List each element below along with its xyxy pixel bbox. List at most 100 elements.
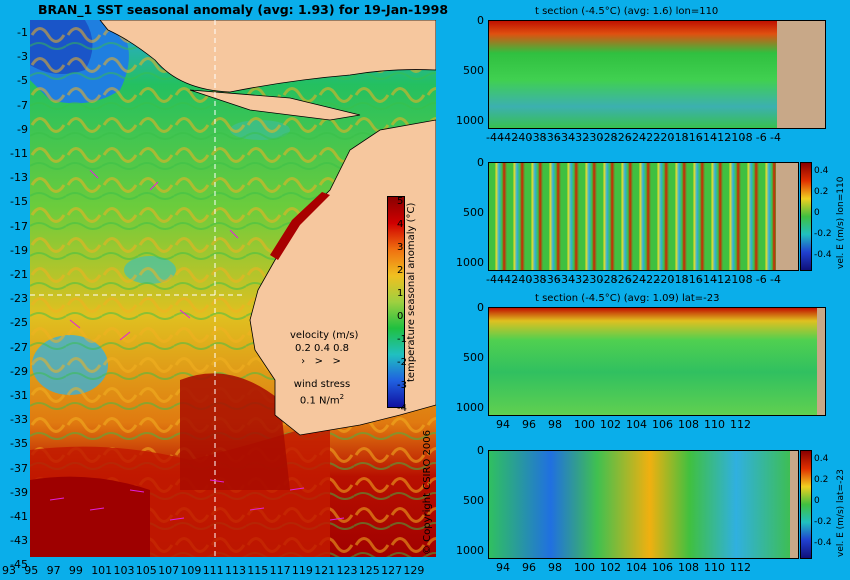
x-tick: 104 <box>626 561 647 574</box>
lat-tick: -7 <box>17 98 28 112</box>
colorbar-tick: -3 <box>397 380 407 391</box>
depth-tick: 0 <box>477 156 484 169</box>
x-tick: -12 <box>713 131 732 144</box>
lat-tick: -5 <box>17 74 28 88</box>
colorbar-tick: -2 <box>397 357 407 368</box>
velocity-scale: 0.2 0.4 0.8 <box>294 343 350 354</box>
x-tick: -18 <box>670 131 689 144</box>
x-tick: -16 <box>684 131 703 144</box>
x-tick: -26 <box>613 273 632 286</box>
x-tick: 96 <box>522 561 536 574</box>
x-tick: -20 <box>656 131 675 144</box>
lat-tick: -21 <box>10 268 28 281</box>
depth-tick: 500 <box>463 494 484 507</box>
x-tick: -14 <box>699 273 717 286</box>
x-tick: 100 <box>574 418 595 431</box>
colorbar-label: vel. E (m/s) lon=110 <box>836 176 846 269</box>
x-tick: 102 <box>600 418 621 431</box>
lon-tick: 111 <box>202 564 224 577</box>
x-tick: -34 <box>557 131 575 144</box>
x-tick: -32 <box>571 131 590 144</box>
x-tick: -22 <box>642 131 661 144</box>
lon-tick: 103 <box>113 564 135 577</box>
arrow-icon: > <box>332 356 341 367</box>
colorbar-tick: 0 <box>814 208 820 218</box>
x-tick: -26 <box>613 131 632 144</box>
lat-tick: -9 <box>17 122 28 136</box>
depth-tick: 0 <box>477 14 484 27</box>
x-tick: 112 <box>730 561 751 574</box>
x-tick: -10 <box>727 131 746 144</box>
x-tick: 100 <box>574 561 595 574</box>
x-tick: -36 <box>542 131 561 144</box>
colorbar-tick: -0.4 <box>814 538 832 548</box>
colorbar-tick: 4 <box>397 219 404 230</box>
x-tick: -24 <box>628 273 646 286</box>
x-tick: -22 <box>642 273 661 286</box>
x-tick: 106 <box>652 418 673 431</box>
section-panel[interactable] <box>488 307 826 416</box>
lat-tick: -25 <box>10 316 28 330</box>
copyright-text: © Copyright CSIRO 2006 <box>422 430 433 555</box>
lon-tick: 95 <box>24 564 39 577</box>
x-tick: 110 <box>704 418 725 431</box>
lon-tick: 125 <box>358 564 380 577</box>
velocity-arrows: › > > <box>296 356 346 367</box>
section-panel[interactable] <box>488 450 799 559</box>
depth-tick: 500 <box>463 64 484 77</box>
map-colorbar-label: temperature seasonal anomaly (°C) <box>406 202 417 382</box>
x-tick: -24 <box>628 131 646 144</box>
colorbar-tick: 0 <box>397 311 404 322</box>
x-tick: -38 <box>528 131 547 144</box>
colorbar-tick: -0.2 <box>814 229 832 239</box>
lat-tick: -37 <box>10 461 28 475</box>
section-panel[interactable] <box>488 162 799 271</box>
lon-tick: 101 <box>91 564 113 577</box>
x-tick: -42 <box>500 131 519 144</box>
x-tick: -28 <box>599 131 618 144</box>
colorbar-tick: -1 <box>397 334 407 345</box>
sst-anomaly-map[interactable] <box>30 20 436 557</box>
lon-tick: 123 <box>336 564 358 577</box>
colorbar-tick: -4 <box>397 403 407 414</box>
section-panel[interactable] <box>488 20 826 129</box>
x-tick: -16 <box>684 273 703 286</box>
x-tick: 104 <box>626 418 647 431</box>
colorbar-tick: -0.4 <box>814 250 832 260</box>
lon-tick: 99 <box>68 564 83 577</box>
land-mask <box>817 308 825 415</box>
x-tick: 112 <box>730 418 751 431</box>
x-tick: 98 <box>548 418 562 431</box>
x-tick: -42 <box>500 273 519 286</box>
colorbar-tick: 0.2 <box>814 187 829 197</box>
depth-tick: 500 <box>463 351 484 364</box>
lat-tick: -13 <box>10 171 28 185</box>
depth-tick: 1000 <box>456 256 484 269</box>
lat-tick: -1 <box>17 26 28 39</box>
map-graphic <box>30 20 436 557</box>
lon-tick: 115 <box>247 564 269 577</box>
x-tick: -30 <box>585 273 604 286</box>
lat-tick: -35 <box>10 437 28 451</box>
land-mask <box>790 451 798 558</box>
depth-tick: 1000 <box>456 401 484 414</box>
land-mask <box>776 163 798 270</box>
lat-tick: -41 <box>10 510 28 523</box>
x-tick: -38 <box>528 273 547 286</box>
depth-tick: 0 <box>477 301 484 314</box>
colorbar-tick: 0.4 <box>814 166 829 176</box>
x-tick: 106 <box>652 561 673 574</box>
depth-tick: 1000 <box>456 544 484 557</box>
arrow-icon: › <box>301 356 306 367</box>
colorbar-tick: 1 <box>397 288 404 299</box>
lon-tick: 107 <box>158 564 180 577</box>
x-tick: -20 <box>656 273 675 286</box>
lon-tick: 127 <box>381 564 403 577</box>
x-tick: -12 <box>713 273 732 286</box>
x-tick: -30 <box>585 131 604 144</box>
x-tick: 102 <box>600 561 621 574</box>
x-tick: -6 <box>755 131 767 144</box>
lat-tick: -19 <box>10 243 28 257</box>
lat-tick: -31 <box>10 389 28 402</box>
colorbar-tick: -0.2 <box>814 517 832 527</box>
